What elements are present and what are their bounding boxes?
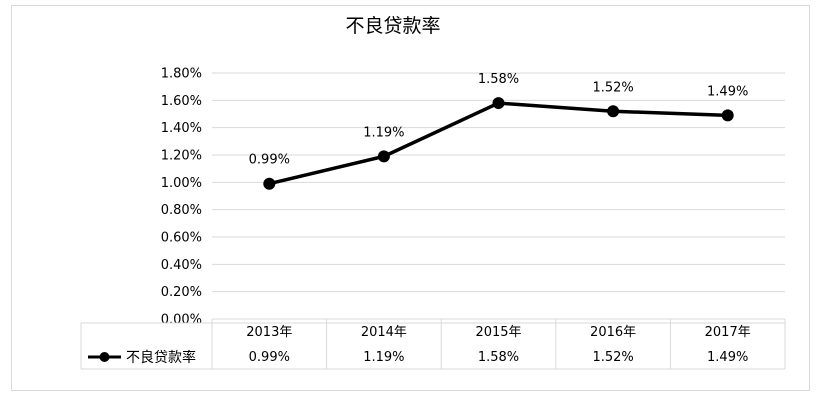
y-tick-label: 1.40% (161, 121, 202, 136)
table-value: 1.49% (707, 350, 748, 365)
table-value: 0.99% (249, 350, 290, 365)
y-tick-label: 1.00% (161, 176, 202, 191)
data-label: 1.58% (478, 72, 519, 87)
y-tick-label: 1.80% (161, 67, 202, 82)
y-tick-label: 0.80% (161, 203, 202, 218)
data-point (492, 97, 505, 110)
y-tick-label: 1.20% (161, 149, 202, 164)
y-tick-label: 0.20% (161, 285, 202, 300)
y-tick-label: 0.00% (161, 313, 202, 328)
x-tick-label: 2017年 (705, 325, 751, 340)
data-point (377, 150, 390, 163)
data-table: 2013年 2014年 2015年 2016年 2017年 0.99% 1.19% 1.58%… (80, 319, 786, 370)
data-labels: 0.99% 1.19% 1.58% 1.52% 1.49% (249, 72, 749, 168)
table-value: 1.58% (478, 350, 519, 365)
x-tick-label: 2015年 (475, 325, 521, 340)
legend-marker (99, 352, 110, 362)
series-line-layer (263, 97, 734, 190)
data-label: 1.19% (363, 125, 404, 140)
chart-title: 不良贷款率 (345, 15, 440, 37)
y-axis-labels: 0.00% 0.20% 0.40% 0.60% 0.80% 1.00% 1.20% 1.40%… (161, 67, 202, 328)
y-tick-label: 1.60% (161, 94, 202, 109)
series-line (268, 101, 728, 186)
chart-frame (11, 5, 810, 391)
table-value: 1.52% (592, 350, 633, 365)
y-tick-label: 0.40% (161, 258, 202, 273)
y-tick-label: 0.60% (161, 231, 202, 246)
table-value: 1.19% (363, 350, 404, 365)
x-tick-label: 2013年 (246, 325, 292, 340)
legend-label: 不良贷款率 (126, 349, 196, 366)
data-point (607, 105, 620, 118)
data-label: 1.49% (707, 84, 748, 99)
data-label: 1.52% (592, 80, 633, 95)
data-point (263, 177, 276, 190)
x-tick-label: 2014年 (361, 325, 407, 340)
data-label: 0.99% (249, 153, 290, 168)
gridlines (212, 72, 785, 320)
x-tick-label: 2016年 (590, 325, 636, 340)
data-point (721, 109, 734, 122)
